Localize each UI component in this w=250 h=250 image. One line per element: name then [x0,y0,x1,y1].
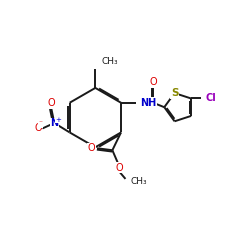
Text: O: O [48,98,55,108]
Text: O: O [149,78,157,88]
Text: NH: NH [140,98,157,108]
Text: CH₃: CH₃ [102,58,118,66]
Text: ⁻: ⁻ [38,118,42,128]
Text: O: O [88,143,96,153]
Text: +: + [56,116,62,122]
Text: CH₃: CH₃ [131,177,148,186]
Text: S: S [171,88,178,98]
Text: O: O [34,124,42,134]
Text: N: N [50,118,58,128]
Text: Cl: Cl [206,94,217,104]
Text: O: O [115,162,123,172]
